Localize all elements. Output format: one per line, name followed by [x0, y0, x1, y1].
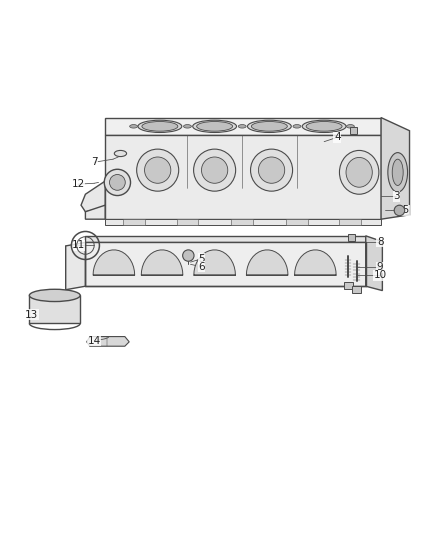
Text: 6: 6: [198, 262, 205, 271]
Text: 9: 9: [377, 262, 384, 272]
Ellipse shape: [293, 125, 301, 128]
Bar: [344, 282, 353, 289]
Text: 15: 15: [396, 205, 410, 215]
Ellipse shape: [184, 125, 191, 128]
Ellipse shape: [238, 125, 246, 128]
Text: 14: 14: [88, 336, 101, 346]
Ellipse shape: [302, 120, 346, 133]
Circle shape: [394, 205, 405, 216]
Polygon shape: [105, 135, 381, 219]
Polygon shape: [194, 250, 236, 275]
Polygon shape: [87, 336, 129, 346]
Text: 13: 13: [25, 310, 38, 320]
Bar: [352, 286, 361, 293]
Circle shape: [137, 149, 179, 191]
Ellipse shape: [251, 122, 287, 131]
Text: 3: 3: [393, 191, 400, 201]
Bar: [123, 219, 145, 225]
Ellipse shape: [29, 289, 80, 302]
Ellipse shape: [388, 152, 407, 192]
Text: 8: 8: [377, 237, 384, 247]
Circle shape: [145, 157, 171, 183]
Bar: [339, 219, 361, 225]
Ellipse shape: [346, 125, 354, 128]
Circle shape: [110, 174, 125, 190]
Circle shape: [194, 149, 236, 191]
Text: 10: 10: [374, 270, 387, 280]
Bar: [348, 234, 355, 241]
Polygon shape: [105, 118, 381, 135]
Polygon shape: [85, 205, 105, 219]
Text: 4: 4: [334, 132, 341, 142]
Text: 7: 7: [91, 157, 98, 167]
Polygon shape: [105, 219, 381, 225]
Text: 11: 11: [71, 240, 85, 251]
Ellipse shape: [339, 150, 379, 194]
Circle shape: [201, 157, 228, 183]
Bar: [350, 127, 357, 134]
Polygon shape: [66, 243, 85, 290]
Circle shape: [104, 169, 131, 196]
Circle shape: [258, 157, 285, 183]
Ellipse shape: [346, 157, 372, 187]
Polygon shape: [294, 250, 336, 275]
Polygon shape: [93, 250, 135, 275]
Polygon shape: [85, 243, 366, 286]
Polygon shape: [81, 181, 105, 212]
Polygon shape: [29, 295, 80, 324]
Polygon shape: [246, 250, 288, 275]
Circle shape: [183, 250, 194, 261]
Ellipse shape: [193, 120, 237, 133]
Ellipse shape: [138, 120, 182, 133]
Ellipse shape: [392, 159, 403, 185]
Polygon shape: [141, 250, 183, 275]
Circle shape: [251, 149, 293, 191]
Polygon shape: [366, 236, 382, 290]
Ellipse shape: [142, 122, 178, 131]
Text: 12: 12: [71, 179, 85, 189]
Text: 5: 5: [198, 254, 205, 264]
Ellipse shape: [114, 150, 127, 157]
Polygon shape: [381, 118, 410, 219]
Ellipse shape: [197, 122, 233, 131]
Ellipse shape: [306, 122, 342, 131]
Ellipse shape: [247, 120, 291, 133]
Polygon shape: [85, 236, 366, 243]
Bar: [231, 219, 253, 225]
Bar: [177, 219, 198, 225]
Ellipse shape: [130, 125, 138, 128]
Bar: [286, 219, 308, 225]
